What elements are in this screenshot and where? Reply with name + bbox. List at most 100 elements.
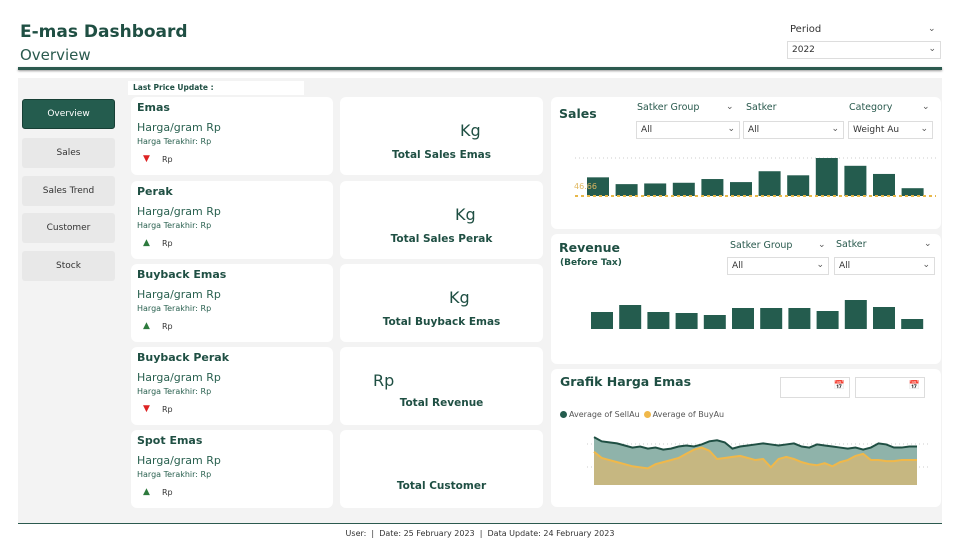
chevron-down-icon[interactable]: ⌄ (924, 239, 932, 249)
filter-label: Satker Group (637, 102, 700, 113)
price-per-gram: Harga/gram Rp (137, 121, 221, 134)
chevron-down-icon[interactable]: ⌄ (922, 102, 930, 112)
nav-stock[interactable]: Stock (22, 251, 115, 281)
revenue-bar (816, 311, 839, 329)
dropdown-value: All (732, 261, 744, 271)
chevron-down-icon[interactable]: ⌄ (928, 24, 936, 34)
triangle-up-icon: ▲ (143, 487, 150, 497)
last-price-update: Last Price Update : (128, 81, 304, 95)
nav-sales-trend[interactable]: Sales Trend (22, 176, 115, 206)
price-change: Rp (162, 405, 173, 414)
sales-bar (587, 177, 609, 196)
price-change: Rp (162, 239, 173, 248)
kpi-card-2: Kg Total Buyback Emas (340, 264, 543, 342)
revenue-panel: Revenue (Before Tax) Satker Group ⌄ All ⌄… (551, 234, 941, 364)
chevron-down-icon[interactable]: ⌄ (818, 240, 826, 250)
dropdown-value: All (641, 125, 653, 135)
sales-bar (758, 171, 781, 196)
kpi-unit: Kg (460, 121, 481, 140)
sales-bar-chart (575, 157, 936, 197)
revenue-bar (760, 308, 783, 329)
nav-overview[interactable]: Overview (22, 99, 115, 129)
grafik-panel: Grafik Harga Emas 📅 📅 Average of SellAu … (551, 369, 941, 507)
series-line (593, 446, 917, 470)
price-card-1: Perak Harga/gram Rp Harga Terakhir: Rp ▲… (131, 181, 333, 259)
kpi-label: Total Sales Perak (390, 233, 493, 245)
last-price: Harga Terakhir: Rp (137, 137, 212, 146)
calendar-icon: 📅 (833, 381, 845, 391)
price-per-gram: Harga/gram Rp (137, 205, 221, 218)
chevron-down-icon: ⌄ (727, 124, 735, 134)
dropdown-value: Weight Au (853, 125, 900, 135)
satker-group-dropdown[interactable]: All ⌄ (636, 121, 740, 139)
page-subtitle: Overview (20, 46, 91, 64)
satker-dropdown[interactable]: All ⌄ (834, 257, 935, 275)
legend-sell: Average of SellAu (569, 410, 640, 419)
price-title: Perak (137, 185, 173, 198)
chevron-down-icon[interactable]: ⌄ (726, 102, 734, 112)
series-line (593, 436, 917, 451)
price-per-gram: Harga/gram Rp (137, 371, 221, 384)
triangle-down-icon: ▼ (143, 154, 150, 164)
period-dropdown[interactable]: 2022 ⌄ (787, 41, 941, 59)
filter-label: Satker Group (730, 240, 793, 251)
revenue-bar (788, 308, 811, 329)
sales-bar (644, 183, 667, 196)
chevron-down-icon: ⌄ (928, 44, 936, 54)
sales-bar (844, 165, 867, 196)
satker-dropdown[interactable]: All ⌄ (743, 121, 844, 139)
end-date-picker[interactable]: 📅 (855, 377, 925, 398)
price-card-4: Spot Emas Harga/gram Rp Harga Terakhir: … (131, 430, 333, 508)
dropdown-value: All (748, 125, 760, 135)
last-price: Harga Terakhir: Rp (137, 470, 212, 479)
sales-bar (615, 184, 638, 196)
legend-dot-buy (643, 411, 651, 418)
revenue-bar (647, 312, 670, 329)
triangle-up-icon: ▲ (143, 321, 150, 331)
revenue-bar (901, 319, 924, 329)
last-price: Harga Terakhir: Rp (137, 387, 212, 396)
sales-bar (873, 173, 895, 196)
legend-buy: Average of BuyAu (652, 410, 725, 419)
legend-dot-sell (560, 411, 567, 418)
revenue-bar (591, 312, 613, 329)
footer-text: User: | Date: 25 February 2023 | Data Up… (0, 529, 960, 538)
start-date-picker[interactable]: 📅 (780, 377, 850, 398)
kpi-card-0: Kg Total Sales Emas (340, 97, 543, 175)
legend: Average of SellAu Average of BuyAu (560, 410, 724, 419)
period-value: 2022 (792, 45, 815, 55)
kpi-card-3: Rp Total Revenue (340, 347, 543, 425)
revenue-bar (703, 315, 726, 329)
revenue-bar (732, 308, 754, 329)
price-title: Buyback Perak (137, 351, 230, 364)
price-change: Rp (162, 488, 173, 497)
kpi-label: Total Revenue (399, 397, 484, 409)
sales-bar (901, 188, 924, 196)
price-change: Rp (162, 155, 173, 164)
sales-bar (787, 175, 810, 196)
last-price: Harga Terakhir: Rp (137, 221, 212, 230)
sales-bar (815, 158, 838, 196)
last-price: Harga Terakhir: Rp (137, 304, 212, 313)
period-label: Period (790, 24, 822, 35)
revenue-bar (619, 305, 642, 329)
footer-divider (18, 523, 942, 524)
sales-bar (701, 179, 724, 196)
category-dropdown[interactable]: Weight Au ⌄ (848, 121, 933, 139)
revenue-bar-chart (591, 300, 924, 329)
footer-user: User: | Date: 25 February 2023 | Data Up… (345, 529, 615, 538)
chevron-down-icon: ⌄ (920, 124, 928, 134)
sales-title: Sales (559, 106, 597, 121)
nav-sales[interactable]: Sales (22, 138, 115, 168)
dashboard-title: E-mas Dashboard (20, 22, 188, 42)
triangle-up-icon: ▲ (143, 238, 150, 248)
calendar-icon: 📅 (908, 381, 920, 391)
kpi-label: Total Buyback Emas (382, 316, 501, 328)
sales-panel: Sales Satker Group ⌄ All ⌄ Satker All ⌄ Ca… (551, 97, 941, 229)
nav-customer[interactable]: Customer (22, 213, 115, 243)
kpi-label: Total Sales Emas (391, 149, 492, 161)
dropdown-value: All (839, 261, 851, 271)
reference-line-label: 46.66 (574, 182, 597, 191)
chevron-down-icon: ⌄ (831, 124, 839, 134)
satker-group-dropdown[interactable]: All ⌄ (727, 257, 829, 275)
